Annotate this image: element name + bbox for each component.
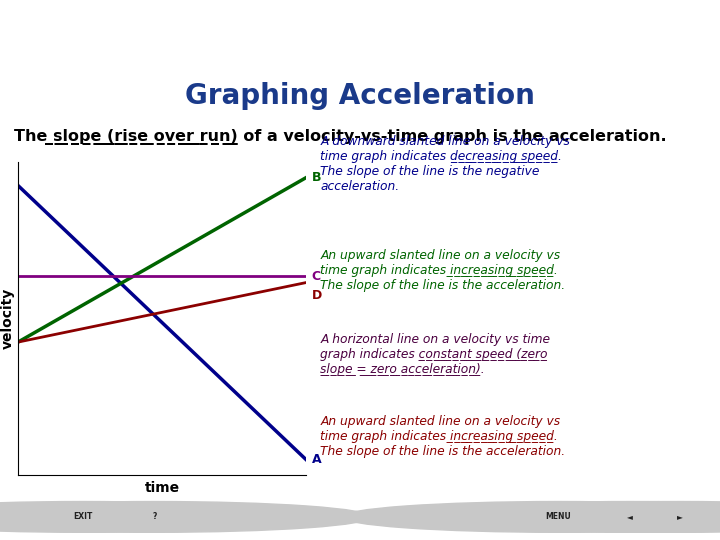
- Circle shape: [342, 502, 720, 532]
- Circle shape: [0, 502, 299, 532]
- Circle shape: [464, 502, 720, 532]
- Text: C: C: [312, 270, 321, 283]
- Text: ►: ►: [678, 512, 683, 522]
- Ellipse shape: [126, 430, 594, 507]
- Text: Graphing Acceleration: Graphing Acceleration: [185, 82, 535, 110]
- Text: - Acceleration: - Acceleration: [83, 25, 194, 40]
- Y-axis label: velocity: velocity: [1, 288, 15, 349]
- Text: ?: ?: [153, 512, 157, 522]
- Circle shape: [0, 502, 371, 532]
- Ellipse shape: [284, 51, 720, 152]
- Text: The ̲s̲l̲o̲p̲e̲ ̲(̲r̲i̲s̲e̲ ̲o̲v̲e̲r̲ ̲r̲u̲n̲)̲ of a velocity-vs-time graph is t: The ̲s̲l̲o̲p̲e̲ ̲(̲r̲i̲s̲e̲ ̲o̲v̲e̲r̲ ̲r…: [14, 129, 667, 145]
- Text: An upward slanted line on a velocity vs
time graph indicates i̲n̲c̲r̲e̲a̲s̲i̲n̲g: An upward slanted line on a velocity vs …: [320, 248, 565, 292]
- Text: ◄: ◄: [627, 512, 633, 522]
- Circle shape: [414, 502, 720, 532]
- Text: A horizontal line on a velocity vs time
graph indicates c̲o̲n̲s̲t̲a̲n̲t̲ ̲s̲p̲e̲: A horizontal line on a velocity vs time …: [320, 333, 550, 376]
- X-axis label: time: time: [145, 481, 179, 495]
- Text: MENU: MENU: [545, 512, 571, 522]
- Text: A downward slanted line on a velocity vs
time graph indicates d̲e̲c̲r̲e̲a̲s̲i̲n̲: A downward slanted line on a velocity vs…: [320, 135, 570, 193]
- Text: EXIT: EXIT: [73, 512, 92, 522]
- Text: A: A: [312, 453, 321, 466]
- Text: An upward slanted line on a velocity vs
time graph indicates i̲n̲c̲r̲e̲a̲s̲i̲n̲g: An upward slanted line on a velocity vs …: [320, 415, 565, 458]
- Text: B: B: [312, 171, 321, 184]
- Text: Motion: Motion: [22, 23, 92, 42]
- Text: D: D: [312, 288, 322, 302]
